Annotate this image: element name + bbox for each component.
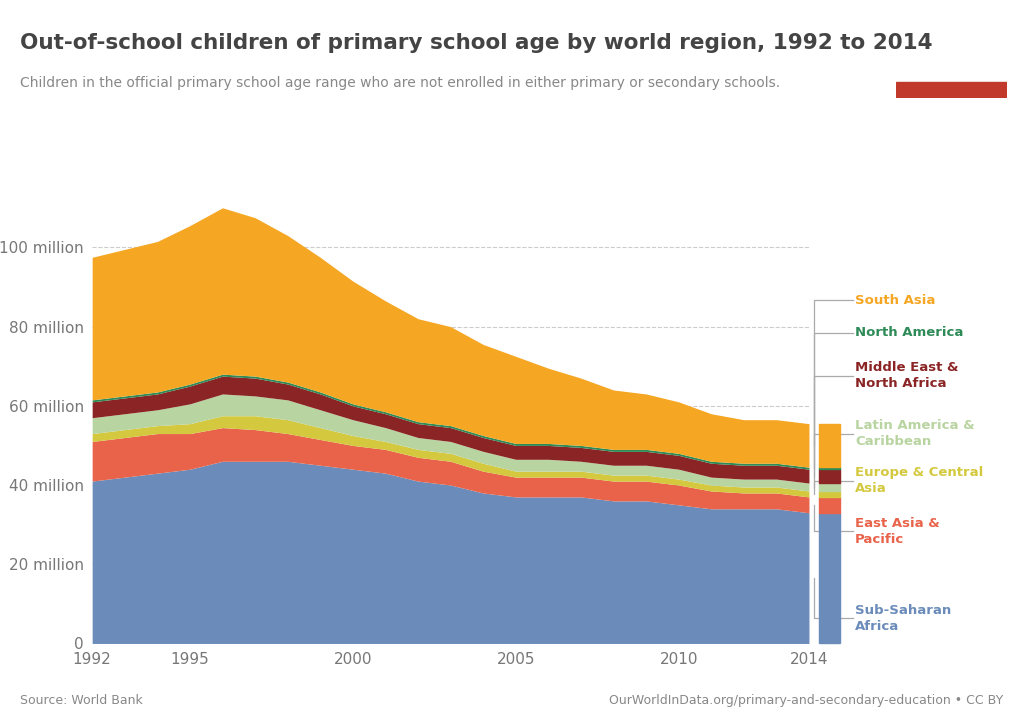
Text: Europe & Central
Asia: Europe & Central Asia xyxy=(855,466,983,495)
Text: Out-of-school children of primary school age by world region, 1992 to 2014: Out-of-school children of primary school… xyxy=(20,33,933,53)
Text: OurWorldInData.org/primary-and-secondary-education • CC BY: OurWorldInData.org/primary-and-secondary… xyxy=(609,694,1004,707)
Text: Children in the official primary school age range who are not enrolled in either: Children in the official primary school … xyxy=(20,76,780,90)
Text: Our World: Our World xyxy=(918,37,985,50)
Bar xyxy=(896,82,1007,98)
Text: Middle East &
North Africa: Middle East & North Africa xyxy=(855,362,958,390)
Text: Latin America &
Caribbean: Latin America & Caribbean xyxy=(855,419,975,448)
Text: Source: World Bank: Source: World Bank xyxy=(20,694,143,707)
Text: South Asia: South Asia xyxy=(855,294,935,307)
Text: in Data: in Data xyxy=(928,59,975,72)
Text: East Asia &
Pacific: East Asia & Pacific xyxy=(855,517,940,546)
Text: Sub-Saharan
Africa: Sub-Saharan Africa xyxy=(855,604,951,633)
Text: North America: North America xyxy=(855,326,964,339)
